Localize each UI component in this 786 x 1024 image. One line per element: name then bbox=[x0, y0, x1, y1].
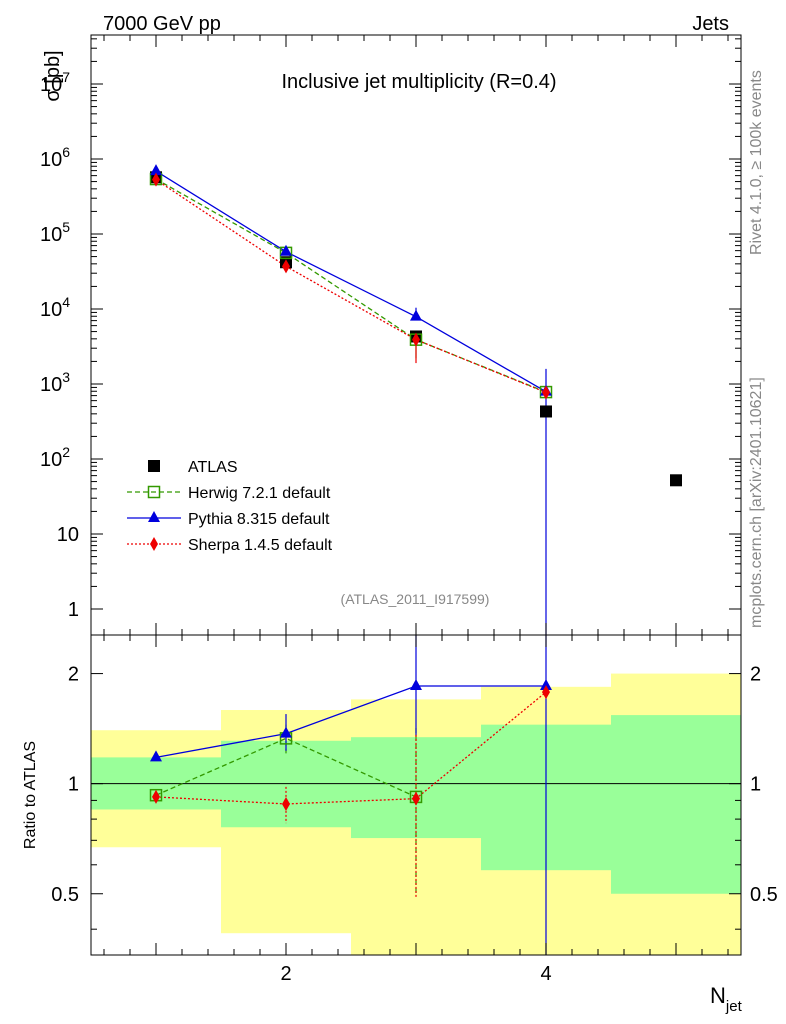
y-tick-label: 105 bbox=[40, 219, 70, 246]
ratio-y-tick-label-right: 2 bbox=[750, 664, 761, 686]
ratio-y-tick-label: 2 bbox=[68, 664, 79, 686]
main-y-axis-label: σ [pb] bbox=[42, 50, 64, 101]
ratio-y-tick-label-right: 0.5 bbox=[750, 884, 778, 906]
rivet-label: Rivet 4.1.0, ≥ 100k events bbox=[748, 70, 765, 255]
pythia-point bbox=[150, 164, 162, 176]
y-tick-label: 103 bbox=[40, 369, 70, 396]
legend-marker-herwig bbox=[147, 485, 161, 499]
x-axis-label: Njet bbox=[710, 983, 743, 1015]
legend-label-pythia: Pythia 8.315 default bbox=[188, 511, 330, 528]
herwig-ratio-line bbox=[155, 737, 417, 798]
process-label: Jets bbox=[692, 13, 729, 35]
y-tick-label: 10 bbox=[57, 524, 79, 546]
sherpa-ratio-point bbox=[282, 796, 290, 811]
ratio-y-tick-label: 0.5 bbox=[51, 884, 79, 906]
sherpa-point bbox=[152, 172, 160, 187]
energy-label: 7000 GeV pp bbox=[103, 13, 221, 35]
sherpa-point bbox=[282, 259, 290, 274]
sherpa-ratio-point bbox=[542, 685, 550, 700]
y-tick-label: 1 bbox=[68, 599, 79, 621]
pythia-point bbox=[410, 309, 422, 321]
mcplots-label: mcplots.cern.ch [arXiv:2401.10621] bbox=[748, 377, 765, 628]
y-tick-label: 102 bbox=[40, 444, 70, 471]
legend: ATLAS Herwig 7.2.1 default Pythia 8.315 de… bbox=[127, 459, 333, 554]
pythia-ratio-point bbox=[410, 678, 422, 690]
x-tick-label: 4 bbox=[540, 963, 551, 985]
sherpa-ratio-point bbox=[152, 789, 160, 804]
sherpa-point bbox=[412, 332, 420, 347]
sherpa-ratio-line bbox=[155, 691, 547, 805]
ratio-plot-content bbox=[91, 635, 741, 955]
herwig-line bbox=[155, 178, 547, 393]
ratio-y-tick-label: 1 bbox=[68, 774, 79, 796]
pythia-ratio-point bbox=[540, 678, 552, 690]
uncertainty-band-inner bbox=[611, 715, 741, 894]
main-plot-content bbox=[149, 164, 682, 635]
legend-marker-data bbox=[148, 460, 160, 472]
x-tick-label: 2 bbox=[280, 963, 291, 985]
ratio-plot-ticks: 0.5 0.5 1 1 2 2 2 4 bbox=[51, 635, 778, 985]
pythia-line bbox=[155, 170, 547, 393]
legend-marker-sherpa bbox=[150, 537, 158, 551]
pythia-ratio-point bbox=[150, 750, 162, 762]
legend-marker-pythia bbox=[148, 511, 160, 522]
y-tick-label: 104 bbox=[40, 294, 70, 321]
pythia-ratio-line bbox=[155, 685, 546, 759]
ratio-y-axis-label: Ratio to ATLAS bbox=[22, 741, 39, 849]
sherpa-ratio-point bbox=[412, 791, 420, 806]
ratio-plot-panel: 0.5 0.5 1 1 2 2 2 4 Ratio to ATLAS Njet bbox=[22, 634, 778, 1015]
main-plot-title: Inclusive jet multiplicity (R=0.4) bbox=[281, 71, 556, 93]
pythia-point bbox=[280, 244, 292, 256]
legend-label-data: ATLAS bbox=[188, 459, 238, 476]
legend-label-sherpa: Sherpa 1.4.5 default bbox=[188, 537, 333, 554]
data-point bbox=[540, 405, 552, 418]
legend-label-herwig: Herwig 7.2.1 default bbox=[188, 485, 331, 502]
sherpa-point bbox=[542, 385, 550, 400]
analysis-label: (ATLAS_2011_I917599) bbox=[341, 591, 490, 607]
pythia-ratio-point bbox=[280, 726, 292, 738]
data-point bbox=[670, 474, 682, 487]
y-tick-label: 106 bbox=[40, 144, 70, 171]
ratio-y-tick-label-right: 1 bbox=[750, 774, 761, 796]
